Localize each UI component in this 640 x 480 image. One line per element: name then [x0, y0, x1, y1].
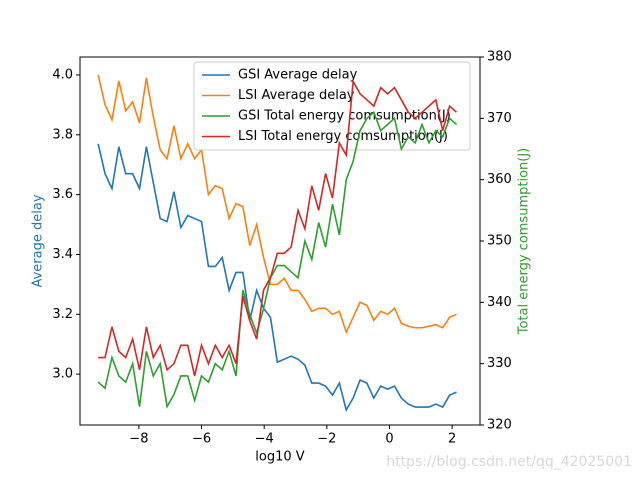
x-tick-label: 0	[385, 432, 393, 447]
legend-label: LSI Average delay	[238, 88, 355, 103]
y2-tick-label: 350	[487, 234, 512, 249]
y-tick-label: 3.2	[52, 307, 73, 322]
y-tick-label: 3.8	[52, 127, 73, 142]
x-tick-label: −2	[317, 432, 336, 447]
y2-tick-label: 320	[487, 418, 512, 433]
y2-tick-label: 380	[487, 50, 512, 65]
legend-label: GSI Total energy comsumption(J)	[238, 109, 451, 124]
y2-tick-label: 330	[487, 356, 512, 371]
y-tick-label: 3.4	[52, 247, 73, 262]
y-tick-label: 3.0	[52, 367, 73, 382]
legend-label: GSI Average delay	[238, 68, 358, 83]
legend-label: LSI Total energy comsumption(J)	[238, 129, 448, 144]
legend-box	[193, 61, 471, 151]
y-tick-label: 4.0	[52, 67, 73, 82]
x-tick-label: −8	[129, 432, 148, 447]
y-axis-label: Average delay	[31, 194, 46, 287]
x-tick-label: −4	[255, 432, 274, 447]
x-tick-label: −6	[192, 432, 211, 447]
line-series	[98, 78, 458, 377]
y2-tick-label: 340	[487, 295, 512, 310]
line-series	[97, 110, 458, 409]
y2-tick-label: 370	[487, 111, 512, 126]
y2-axis-label: Total energy comsumption(J)	[517, 148, 532, 336]
y2-tick-label: 360	[487, 172, 512, 187]
line-series	[97, 74, 457, 335]
y-tick-label: 3.6	[52, 187, 73, 202]
x-axis-label: log10 V	[255, 450, 304, 465]
line-series	[97, 143, 457, 413]
plot-frame	[79, 56, 481, 426]
x-tick-label: 2	[448, 432, 456, 447]
watermark: https://blog.csdn.net/qq_42025001	[386, 454, 632, 470]
